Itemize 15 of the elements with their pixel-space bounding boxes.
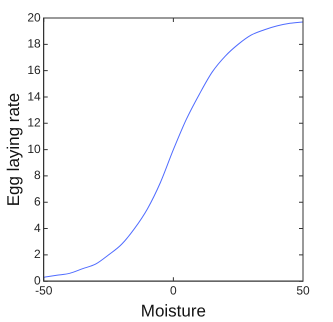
y-tick-label: 8 xyxy=(34,168,42,182)
y-tick-label: 6 xyxy=(34,194,42,209)
y-tick-label: 14 xyxy=(27,89,42,104)
y-axis-title: Egg laying rate xyxy=(4,92,23,206)
y-tick-label: 20 xyxy=(27,10,42,24)
x-axis-title: Moisture xyxy=(140,301,206,320)
y-tick-label: 10 xyxy=(27,142,42,156)
line-series xyxy=(44,21,303,278)
y-tick-label: 12 xyxy=(27,116,42,130)
y-tick-label: 2 xyxy=(34,247,42,262)
x-tick-label: 0 xyxy=(170,284,178,298)
y-tick-label: 18 xyxy=(27,36,42,51)
y-tick-label: 4 xyxy=(34,220,42,235)
x-tick-label: 50 xyxy=(296,284,310,298)
y-tick-label: 16 xyxy=(27,62,42,77)
